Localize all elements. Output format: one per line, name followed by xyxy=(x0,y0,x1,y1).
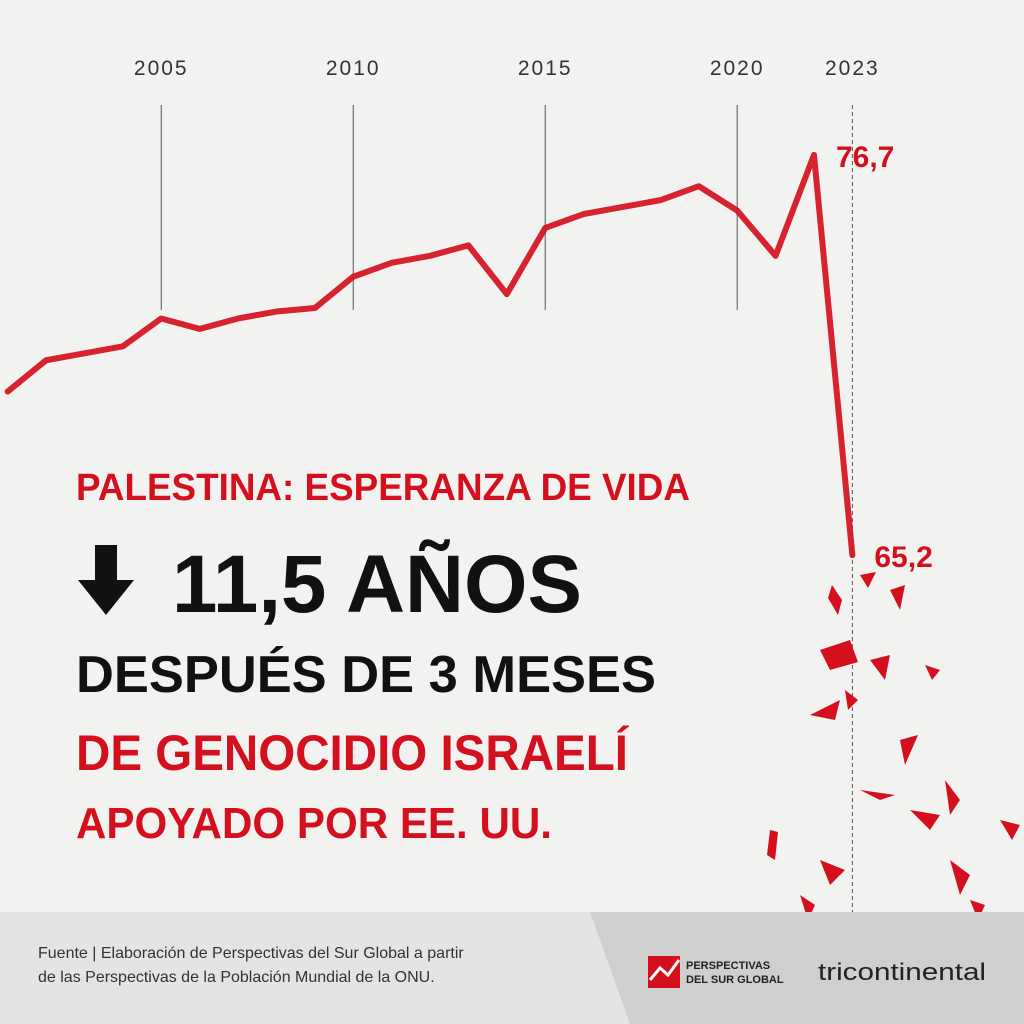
source-text: Fuente | Elaboración de Perspectivas del… xyxy=(38,945,464,962)
shards xyxy=(767,572,1020,920)
footer-band xyxy=(590,912,1024,1024)
logo-text: tricontinental xyxy=(818,959,986,986)
x-tick-label: 2010 xyxy=(326,57,381,80)
data-label: 76,7 xyxy=(836,141,894,174)
x-tick-label: 2015 xyxy=(518,57,573,80)
x-tick-label: 2005 xyxy=(134,57,189,80)
x-tick-label: 2023 xyxy=(825,57,880,80)
down-arrow-icon xyxy=(78,545,134,615)
title: PALESTINA: ESPERANZA DE VIDA xyxy=(76,467,690,509)
data-line xyxy=(4,151,856,559)
plot: 2005 2010 2015 2020 2023 76,7 65,2 xyxy=(4,57,933,920)
data-label: 65,2 xyxy=(874,541,932,574)
logo-icon xyxy=(648,959,681,981)
footer-band xyxy=(0,912,630,1024)
logo-text: DEL SUR GLOBAL xyxy=(686,974,784,986)
logo-text: PERSPECTIVAS xyxy=(686,960,770,972)
subtitle-line: DE GENOCIDIO ISRAELÍ xyxy=(76,725,629,781)
headline: 11,5 AÑOS xyxy=(172,539,582,630)
subtitle-line: DESPUÉS DE 3 MESES xyxy=(76,646,656,704)
x-tick-label: 2020 xyxy=(710,57,765,80)
source-text: de las Perspectivas de la Población Mund… xyxy=(38,969,435,986)
subtitle-line: APOYADO POR EE. UU. xyxy=(76,799,552,848)
